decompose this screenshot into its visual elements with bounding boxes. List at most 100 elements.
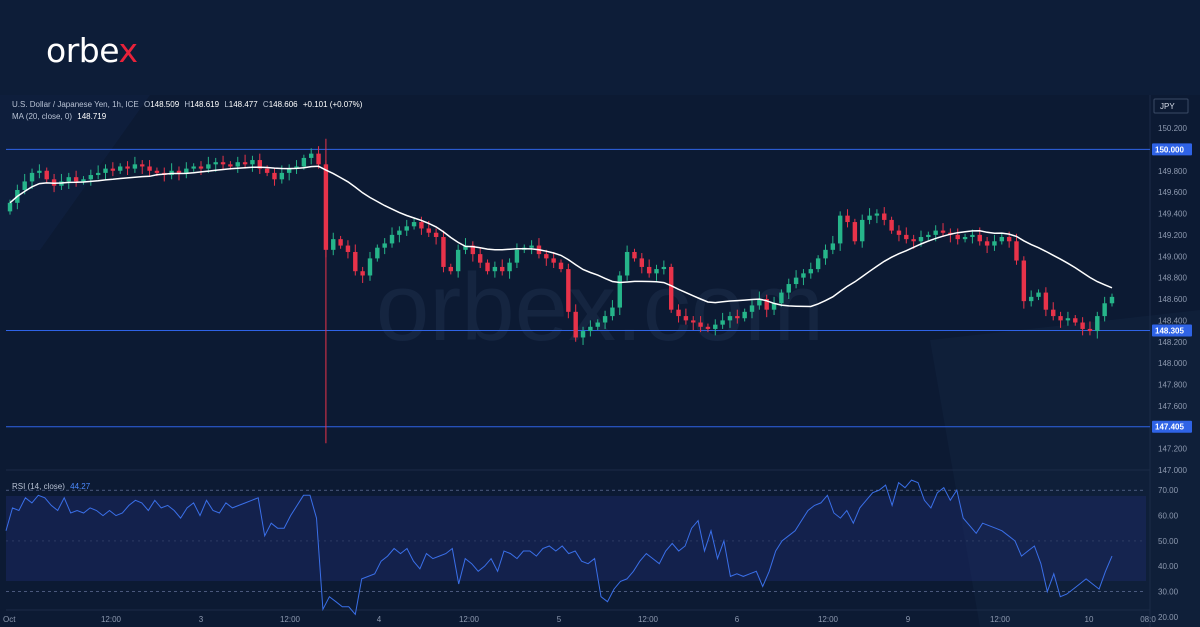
candle-body <box>735 316 740 319</box>
candle-body <box>29 172 35 182</box>
time-tick-label: 12:00 <box>638 615 659 624</box>
candle-body <box>117 166 123 171</box>
candle-body <box>404 226 409 231</box>
candle-body <box>940 230 946 233</box>
candle-body <box>742 311 747 319</box>
candle-body <box>815 258 821 270</box>
candle-body <box>191 166 196 169</box>
price-tick-label: 147.200 <box>1158 445 1187 454</box>
candle-body <box>632 251 637 259</box>
candle-body <box>654 269 659 274</box>
currency-box[interactable] <box>1153 98 1189 114</box>
candle-body <box>882 213 887 220</box>
level-label-box <box>1152 420 1192 433</box>
candle-body <box>698 322 703 327</box>
candle-body <box>279 172 285 180</box>
candle-body <box>81 179 86 182</box>
candle-body <box>198 166 204 169</box>
candle-body <box>242 162 248 165</box>
candle-body <box>353 251 358 272</box>
time-tick-label: 6 <box>735 615 740 624</box>
candle-body <box>911 239 916 242</box>
candle-body <box>419 222 424 229</box>
candle-body <box>492 266 498 272</box>
candle-body <box>602 316 608 323</box>
time-axis: Oct 12:00 3 12:00 4 12:00 5 12:00 6 12:00 9 12:00 10… <box>3 615 1156 624</box>
price-tick-label: 148.400 <box>1158 316 1187 325</box>
time-tick-label: 5 <box>557 615 562 624</box>
rsi-tick-label: 60.00 <box>1158 512 1179 521</box>
level-label-text: 150.000 <box>1155 145 1184 154</box>
decor-stripe <box>930 310 1200 627</box>
rsi-line <box>5 479 1113 616</box>
candle-body <box>1095 316 1100 332</box>
rsi-band-fill <box>6 496 1146 581</box>
level-label-text: 148.305 <box>1155 327 1184 336</box>
price-tick-label: 149.200 <box>1158 231 1187 240</box>
brand-header: orbex <box>0 0 1200 95</box>
price-tick-label: 147.800 <box>1158 381 1187 390</box>
candle-body <box>801 273 806 278</box>
rsi-tick-label: 70.00 <box>1158 486 1179 495</box>
candle-body <box>51 179 57 186</box>
orbex-logo: orbex <box>46 31 138 70</box>
candles <box>7 138 1115 444</box>
candle-body <box>705 326 711 329</box>
candle-body <box>360 271 365 276</box>
horizontal-levels <box>6 148 1150 428</box>
candle-body <box>426 228 431 233</box>
candle-body <box>433 232 439 238</box>
candle-body <box>646 266 652 274</box>
candle-body <box>904 234 909 240</box>
candle-body <box>147 166 152 171</box>
candle-body <box>477 254 483 263</box>
candle-body <box>448 266 454 272</box>
candle-body <box>617 275 622 308</box>
rsi-label: RSI (14, close) 44.27 <box>12 482 91 491</box>
candle-body <box>382 243 387 248</box>
candle-body <box>926 234 931 238</box>
candle-body <box>103 168 108 173</box>
decor-stripe <box>0 95 150 250</box>
candle-body <box>507 262 512 272</box>
candle-body <box>7 202 13 212</box>
rsi-tick-label: 40.00 <box>1158 562 1179 571</box>
price-tick-label: 149.800 <box>1158 167 1187 176</box>
price-tick-label: 148.000 <box>1158 359 1187 368</box>
time-tick-label: 12:00 <box>459 615 480 624</box>
candle-body <box>44 170 49 180</box>
candle-body <box>1021 260 1027 302</box>
time-tick-label: 12:00 <box>101 615 122 624</box>
candle-body <box>573 311 578 338</box>
candle-body <box>213 162 218 165</box>
candle-body <box>176 170 182 173</box>
candle-body <box>514 249 520 263</box>
price-tick-label: 149.600 <box>1158 188 1187 197</box>
rsi-tick-label: 20.00 <box>1158 613 1179 622</box>
price-tick-label: 148.800 <box>1158 274 1187 283</box>
rsi-tick-label: 30.00 <box>1158 588 1179 597</box>
rsi-axis: 70.00 60.00 50.00 40.00 30.00 20.00 <box>1158 486 1179 622</box>
candle-body <box>639 258 645 267</box>
candle-body <box>235 162 240 167</box>
candle-body <box>955 234 960 240</box>
price-tick-label: 148.200 <box>1158 338 1187 347</box>
candle-body <box>228 164 233 167</box>
time-tick-label: 12:00 <box>990 615 1011 624</box>
candle-body <box>95 172 101 176</box>
rsi-tick-label: 50.00 <box>1158 537 1179 546</box>
time-tick-label: 9 <box>906 615 911 624</box>
candle-body <box>125 166 130 169</box>
candle-body <box>992 241 997 246</box>
candle-body <box>999 237 1005 242</box>
level-label-box <box>1152 143 1192 156</box>
candle-body <box>676 309 681 317</box>
candle-body <box>764 299 769 310</box>
time-tick-label: 08:0 <box>1140 615 1156 624</box>
candle-body <box>918 237 924 242</box>
level-label-box <box>1152 324 1192 337</box>
candle-body <box>1087 328 1093 332</box>
candle-body <box>140 164 145 167</box>
candle-body <box>264 168 270 173</box>
